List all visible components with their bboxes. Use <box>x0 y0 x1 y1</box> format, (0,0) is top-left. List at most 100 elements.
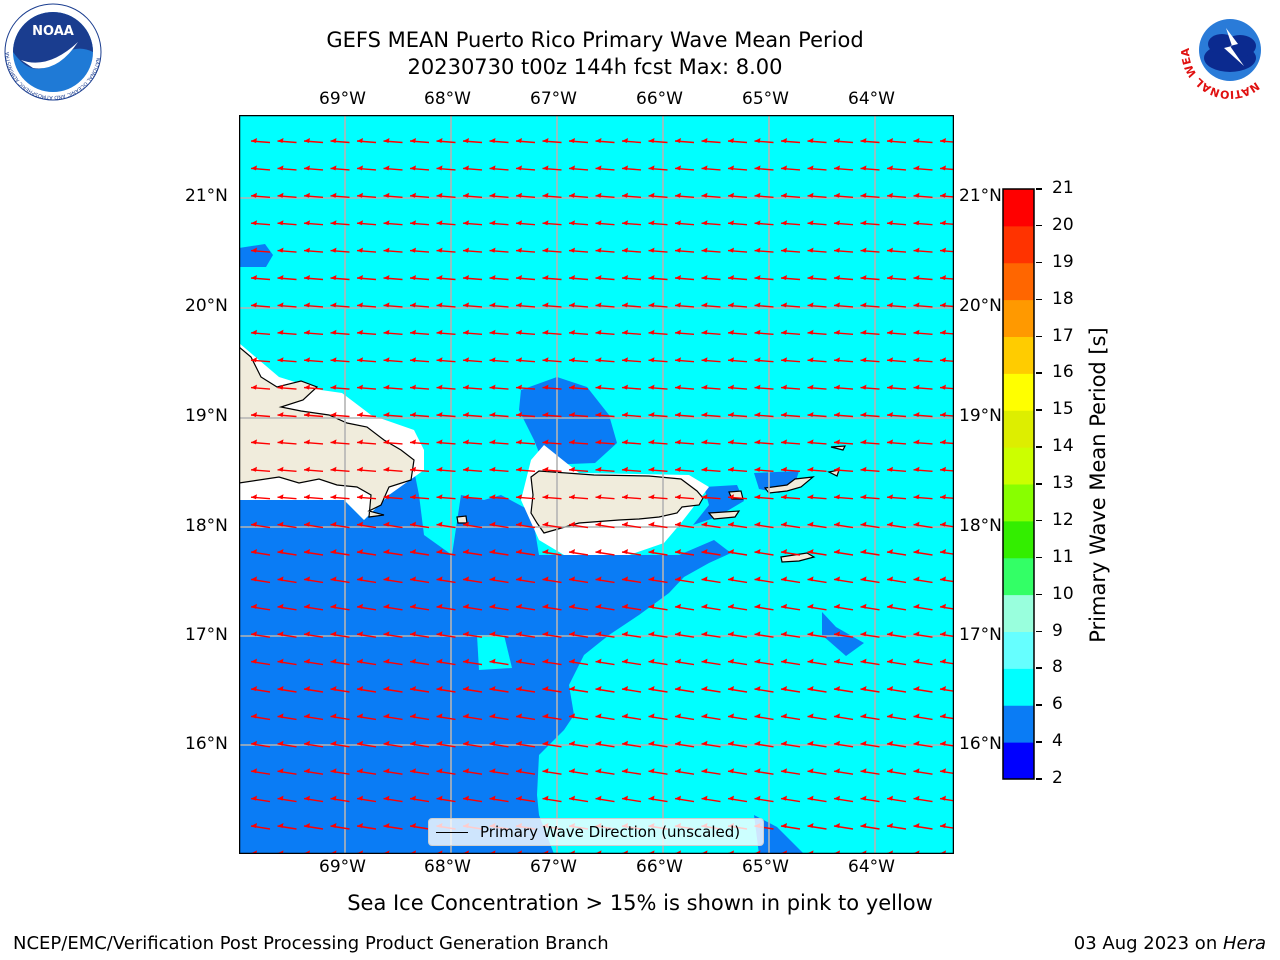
wave-arrow <box>542 165 562 171</box>
wave-arrow <box>727 192 748 198</box>
wave-arrow <box>489 275 509 281</box>
wave-arrow <box>595 138 615 144</box>
wave-arrow <box>780 576 801 584</box>
wave-arrow <box>780 713 801 721</box>
land-puerto-rico <box>530 470 704 534</box>
wave-arrow <box>383 412 403 418</box>
wave-arrow <box>886 412 907 418</box>
wave-arrow <box>277 823 297 830</box>
wave-arrow <box>939 740 954 747</box>
wave-arrow <box>568 521 589 529</box>
wave-arrow <box>674 658 695 666</box>
wave-arrow <box>409 466 430 472</box>
wave-arrow <box>277 494 297 500</box>
wave-arrow <box>409 192 430 198</box>
wave-arrow <box>568 494 589 500</box>
wave-arrow <box>621 576 642 584</box>
wave-arrow <box>621 165 642 171</box>
wave-arrow <box>886 192 907 198</box>
wave-arrow <box>250 549 271 556</box>
wave-arrow <box>913 795 933 803</box>
wave-arrow <box>409 713 430 721</box>
wave-arrow <box>727 768 748 775</box>
wave-arrow <box>462 412 483 418</box>
wave-arrow <box>939 686 954 692</box>
wave-arrow <box>860 329 880 335</box>
wave-arrow <box>595 275 615 281</box>
wave-arrow <box>701 384 721 390</box>
wave-arrow <box>807 247 827 253</box>
wave-arrow <box>913 521 933 529</box>
wave-arrow <box>621 412 642 418</box>
wave-arrow <box>754 658 774 666</box>
wave-arrow <box>780 302 801 308</box>
wave-arrow <box>277 521 297 529</box>
wave-arrow <box>833 329 854 335</box>
wave-arrow <box>701 686 721 693</box>
wave-arrow <box>860 220 880 226</box>
wave-arrow <box>648 138 668 144</box>
wave-arrow <box>277 768 297 775</box>
wave-arrow <box>807 658 827 666</box>
wave-arrow <box>436 384 456 390</box>
wave-arrow <box>303 138 324 144</box>
wave-arrow <box>409 357 430 363</box>
wave-arrow <box>542 768 562 775</box>
colorbar-tick: 15 <box>1052 399 1074 420</box>
wave-arrow <box>515 466 536 472</box>
wave-arrow <box>356 275 377 281</box>
wave-arrow <box>462 658 483 666</box>
wave-arrow <box>330 466 350 472</box>
wave-arrow <box>515 384 536 390</box>
wave-arrow <box>939 275 954 280</box>
wave-arrow <box>860 658 880 666</box>
colorbar-tick: 9 <box>1052 620 1063 641</box>
wave-arrow <box>436 329 456 335</box>
wave-arrow <box>250 275 271 281</box>
wave-arrow <box>330 823 350 830</box>
wave-arrow <box>277 247 297 253</box>
wave-arrow <box>754 576 774 584</box>
wave-arrow <box>515 412 536 418</box>
wave-arrow <box>886 658 907 666</box>
wave-arrow <box>621 658 642 666</box>
wave-arrow <box>913 384 933 390</box>
wave-arrow <box>356 412 377 418</box>
wave-arrow <box>250 329 271 335</box>
wave-arrow <box>939 138 954 143</box>
land-sombrero <box>830 445 847 451</box>
wave-arrow <box>780 439 801 445</box>
wave-arrow <box>489 494 509 500</box>
wave-arrow <box>409 494 430 500</box>
wave-arrow <box>595 302 615 308</box>
wave-arrow <box>489 220 509 226</box>
wave-arrow <box>939 165 954 171</box>
lat-label: 19°N <box>959 406 1002 426</box>
wave-arrow <box>515 494 536 500</box>
wave-arrow <box>648 549 668 556</box>
wave-arrow <box>727 220 748 226</box>
wave-arrow <box>701 795 721 803</box>
wave-arrow <box>542 549 562 556</box>
wave-arrow <box>489 576 509 584</box>
wave-arrow <box>542 576 562 584</box>
wave-arrow <box>913 823 933 830</box>
wave-arrow <box>250 302 271 308</box>
colorbar-swatch <box>1003 594 1034 632</box>
wave-arrow <box>595 384 615 390</box>
wave-arrow <box>939 549 954 555</box>
wave-arrow <box>674 740 695 748</box>
wave-arrow <box>489 138 509 144</box>
lat-label: 17°N <box>959 625 1002 645</box>
wave-arrow <box>542 220 562 226</box>
wave-arrow <box>277 329 297 335</box>
wave-arrow <box>754 494 774 500</box>
lat-label: 18°N <box>185 516 228 536</box>
wave-arrow <box>462 494 483 500</box>
contour-4-6-se <box>822 612 864 656</box>
wave-arrow <box>303 795 324 803</box>
wave-arrow <box>462 549 483 556</box>
wave-arrow <box>489 165 509 171</box>
wave-arrow <box>939 576 954 583</box>
wave-arrow <box>568 384 589 390</box>
